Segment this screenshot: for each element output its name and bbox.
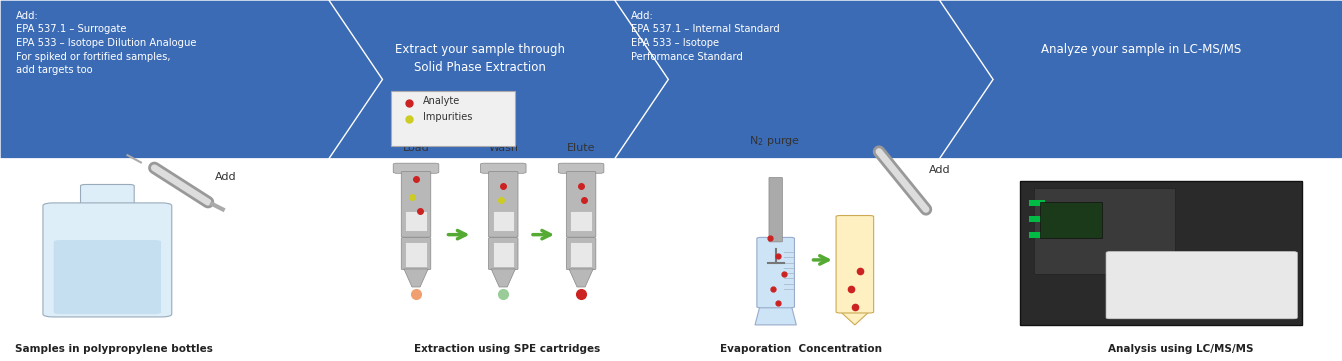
Text: Analysis using LC/MS/MS: Analysis using LC/MS/MS (1108, 344, 1253, 354)
FancyBboxPatch shape (54, 240, 161, 314)
Text: Load: Load (403, 143, 429, 153)
FancyBboxPatch shape (405, 211, 427, 231)
Text: Add: Add (929, 165, 950, 175)
FancyBboxPatch shape (566, 171, 596, 237)
FancyBboxPatch shape (1020, 180, 1302, 325)
Text: Add:
EPA 537.1 – Internal Standard
EPA 533 – Isotope
Performance Standard: Add: EPA 537.1 – Internal Standard EPA 5… (631, 11, 780, 62)
FancyBboxPatch shape (558, 163, 604, 173)
Text: Samples in polypropylene bottles: Samples in polypropylene bottles (15, 344, 213, 354)
FancyBboxPatch shape (493, 242, 514, 267)
FancyBboxPatch shape (570, 242, 592, 267)
Polygon shape (329, 0, 684, 159)
Text: Analyte: Analyte (423, 96, 460, 106)
Polygon shape (404, 269, 428, 287)
Polygon shape (0, 0, 396, 159)
Text: Extraction using SPE cartridges: Extraction using SPE cartridges (415, 344, 600, 354)
FancyBboxPatch shape (570, 211, 592, 231)
Text: Add:
EPA 537.1 – Surrogate
EPA 533 – Isotope Dilution Analogue
For spiked or for: Add: EPA 537.1 – Surrogate EPA 533 – Iso… (16, 11, 197, 75)
FancyBboxPatch shape (836, 216, 874, 313)
FancyBboxPatch shape (391, 91, 515, 146)
FancyBboxPatch shape (401, 171, 431, 237)
Polygon shape (837, 217, 872, 325)
FancyBboxPatch shape (769, 178, 782, 242)
FancyBboxPatch shape (480, 163, 526, 173)
Polygon shape (939, 0, 1342, 159)
FancyBboxPatch shape (1029, 232, 1045, 238)
Polygon shape (569, 269, 593, 287)
FancyBboxPatch shape (493, 211, 514, 231)
Text: Elute: Elute (566, 143, 596, 153)
FancyBboxPatch shape (1040, 202, 1102, 238)
Polygon shape (491, 269, 515, 287)
Polygon shape (615, 0, 1011, 159)
Text: N$_2$ purge: N$_2$ purge (749, 134, 800, 148)
FancyBboxPatch shape (405, 242, 427, 267)
FancyBboxPatch shape (566, 238, 596, 270)
FancyBboxPatch shape (1033, 188, 1174, 274)
FancyBboxPatch shape (1106, 252, 1298, 319)
FancyBboxPatch shape (1029, 216, 1045, 222)
Polygon shape (756, 302, 796, 325)
FancyBboxPatch shape (488, 171, 518, 237)
FancyBboxPatch shape (43, 203, 172, 317)
Text: Extract your sample through
Solid Phase Extraction: Extract your sample through Solid Phase … (396, 43, 565, 74)
Text: Add: Add (215, 173, 236, 183)
Text: Wash: Wash (488, 143, 518, 153)
Text: Impurities: Impurities (423, 112, 472, 122)
FancyBboxPatch shape (393, 163, 439, 173)
Text: Evaporation  Concentration: Evaporation Concentration (721, 344, 882, 354)
FancyBboxPatch shape (488, 238, 518, 270)
FancyBboxPatch shape (81, 184, 134, 207)
FancyBboxPatch shape (1029, 200, 1045, 206)
FancyBboxPatch shape (757, 238, 794, 308)
Text: Analyze your sample in LC-MS/MS: Analyze your sample in LC-MS/MS (1040, 43, 1241, 56)
FancyBboxPatch shape (401, 238, 431, 270)
